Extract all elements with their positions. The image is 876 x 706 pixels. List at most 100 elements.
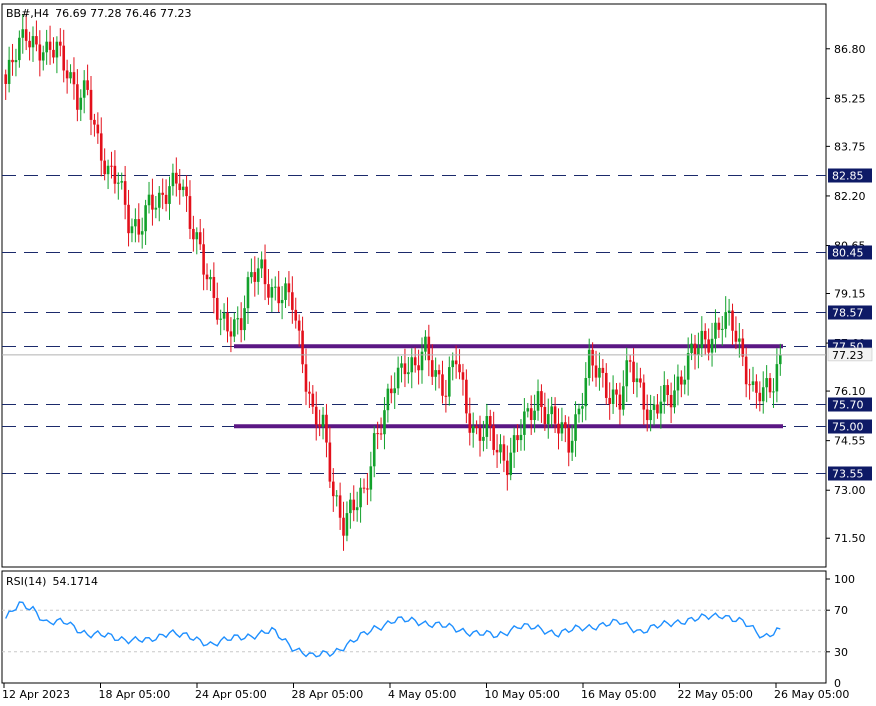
candle bbox=[427, 324, 431, 377]
candle bbox=[451, 352, 455, 381]
price-tick-label: 82.20 bbox=[834, 190, 866, 203]
candle bbox=[666, 379, 669, 406]
price-panel[interactable]: BB#,H4 76.69 77.28 76.46 77.23 bbox=[1, 3, 827, 568]
candle bbox=[157, 186, 161, 222]
candle bbox=[618, 382, 622, 425]
candle bbox=[164, 179, 168, 212]
candle bbox=[372, 425, 376, 478]
candle bbox=[778, 343, 782, 376]
candle bbox=[229, 317, 233, 353]
time-tick-label: 4 May 05:00 bbox=[388, 688, 456, 701]
candle bbox=[488, 409, 492, 441]
candle bbox=[103, 148, 106, 181]
candle bbox=[171, 163, 175, 196]
candle bbox=[69, 64, 72, 84]
candle bbox=[714, 309, 717, 353]
level-label-box bbox=[828, 397, 872, 412]
candle bbox=[93, 113, 96, 137]
candle bbox=[52, 37, 55, 64]
candle bbox=[710, 322, 714, 367]
candle bbox=[717, 317, 721, 339]
candle bbox=[673, 374, 676, 414]
price-tick-label: 74.55 bbox=[834, 435, 866, 448]
rsi-line bbox=[5, 601, 781, 658]
candle bbox=[325, 403, 328, 458]
candle bbox=[345, 501, 349, 542]
time-axis: 12 Apr 2023 18 Apr 05:00 24 Apr 05:00 28 Ap… bbox=[2, 683, 849, 701]
candle bbox=[731, 303, 734, 345]
candle bbox=[328, 426, 332, 488]
candle bbox=[151, 178, 154, 226]
candle bbox=[362, 478, 366, 494]
candle bbox=[270, 278, 274, 313]
candle bbox=[434, 357, 437, 391]
candle bbox=[656, 394, 659, 419]
candle bbox=[560, 407, 564, 442]
candle bbox=[120, 172, 124, 190]
candle bbox=[758, 381, 762, 412]
candle bbox=[338, 482, 342, 530]
candle bbox=[233, 312, 236, 343]
candle bbox=[700, 316, 704, 357]
price-tick-label: 83.75 bbox=[834, 140, 866, 153]
candle bbox=[246, 271, 250, 324]
candle bbox=[239, 302, 243, 343]
candle bbox=[509, 437, 513, 481]
candle bbox=[76, 69, 79, 122]
candle bbox=[260, 251, 263, 278]
level-label-box bbox=[828, 168, 872, 183]
candle bbox=[628, 354, 632, 373]
candle bbox=[205, 263, 209, 291]
candle bbox=[430, 344, 434, 386]
level-label-box bbox=[828, 245, 872, 260]
candle bbox=[581, 392, 584, 423]
candle bbox=[506, 445, 509, 491]
candle bbox=[123, 165, 127, 220]
candle bbox=[106, 159, 110, 190]
candle bbox=[291, 276, 294, 324]
candle bbox=[243, 295, 246, 341]
candle bbox=[236, 306, 240, 335]
candle bbox=[212, 262, 216, 314]
candle bbox=[553, 397, 557, 433]
candle bbox=[369, 451, 373, 502]
price-tick-label: 73.00 bbox=[834, 484, 866, 497]
candle bbox=[482, 420, 485, 452]
current-price-box bbox=[827, 347, 873, 362]
candle bbox=[202, 228, 205, 291]
candle bbox=[304, 348, 308, 406]
candle bbox=[468, 397, 472, 446]
candle bbox=[321, 406, 325, 440]
candle bbox=[574, 401, 577, 457]
candle bbox=[24, 13, 28, 51]
candle bbox=[277, 270, 280, 312]
candle bbox=[31, 26, 35, 62]
time-tick-label: 26 May 05:00 bbox=[774, 688, 849, 701]
candle bbox=[154, 195, 158, 219]
rsi-tick-label: 100 bbox=[834, 573, 855, 586]
candle bbox=[55, 36, 59, 74]
candle bbox=[591, 342, 594, 382]
time-tick-label: 28 Apr 05:00 bbox=[292, 688, 364, 701]
candle bbox=[441, 360, 444, 404]
candlesticks bbox=[4, 13, 782, 551]
candle bbox=[117, 172, 120, 200]
candle bbox=[570, 424, 574, 462]
rsi-panel[interactable]: RSI(14) 54.1714 bbox=[1, 570, 827, 684]
candle bbox=[594, 350, 598, 387]
candle bbox=[604, 363, 608, 405]
rsi-tick-label: 70 bbox=[834, 604, 848, 617]
candle bbox=[755, 374, 758, 409]
candle bbox=[137, 203, 141, 243]
candle bbox=[417, 349, 420, 385]
candle bbox=[308, 381, 311, 409]
candle bbox=[724, 296, 727, 338]
candle bbox=[676, 364, 680, 406]
level-label: 82.85 bbox=[832, 170, 864, 183]
candle bbox=[222, 303, 226, 331]
candle bbox=[461, 363, 465, 396]
time-tick-label: 10 May 05:00 bbox=[485, 688, 560, 701]
candle bbox=[349, 492, 352, 529]
